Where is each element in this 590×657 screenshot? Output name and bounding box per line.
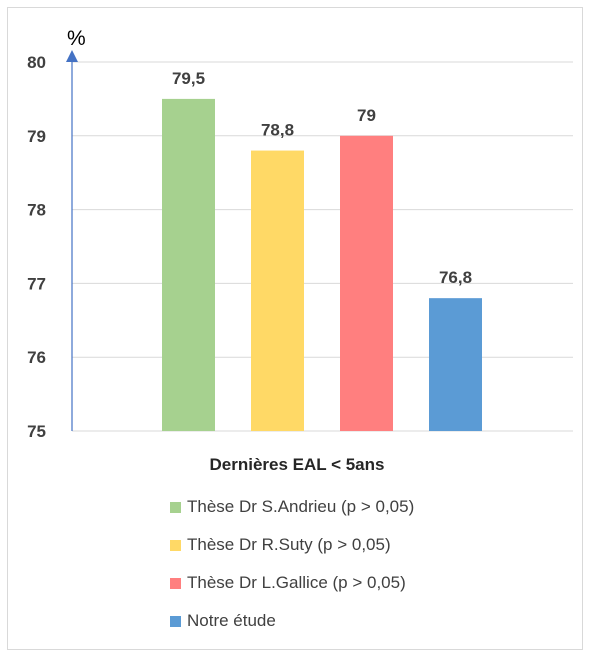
y-tick-label: 76	[27, 348, 46, 367]
legend-swatch	[170, 577, 181, 589]
legend-item: Thèse Dr R.Suty (p > 0,05)	[170, 526, 414, 564]
y-tick-label: 75	[27, 422, 46, 441]
data-label: 79,5	[172, 69, 205, 88]
y-tick-label: 77	[27, 274, 46, 293]
bars	[162, 98, 482, 432]
legend: Thèse Dr S.Andrieu (p > 0,05) Thèse Dr R.…	[170, 488, 414, 640]
legend-item: Thèse Dr S.Andrieu (p > 0,05)	[170, 488, 414, 526]
legend-item: Notre étude	[170, 602, 414, 640]
data-label: 79	[357, 106, 376, 125]
gridlines	[72, 61, 573, 432]
data-label: 78,8	[261, 121, 294, 140]
legend-label: Thèse Dr R.Suty (p > 0,05)	[187, 535, 391, 554]
legend-item: Thèse Dr L.Gallice (p > 0,05)	[170, 564, 414, 602]
legend-label: Thèse Dr L.Gallice (p > 0,05)	[187, 573, 406, 592]
legend-swatch	[170, 501, 181, 513]
y-tick-label: 78	[27, 201, 46, 220]
x-category-label: Dernières EAL < 5ans	[210, 455, 385, 474]
legend-swatch	[170, 539, 181, 551]
bar	[429, 298, 482, 431]
y-tick-labels: 75 76 77 78 79 80	[27, 53, 46, 441]
y-tick-label: 80	[27, 53, 46, 72]
bar	[251, 150, 304, 431]
bar	[162, 98, 215, 432]
data-labels: 79,5 78,8 79 76,8	[172, 69, 472, 287]
legend-label: Notre étude	[187, 611, 276, 630]
legend-swatch	[170, 615, 181, 627]
legend-label: Thèse Dr S.Andrieu (p > 0,05)	[187, 497, 415, 516]
data-label: 76,8	[439, 268, 472, 287]
y-unit-label: %	[67, 27, 86, 50]
y-axis-arrow	[66, 50, 78, 62]
y-axis	[66, 50, 78, 431]
y-tick-label: 79	[27, 127, 46, 146]
bar	[340, 135, 393, 432]
